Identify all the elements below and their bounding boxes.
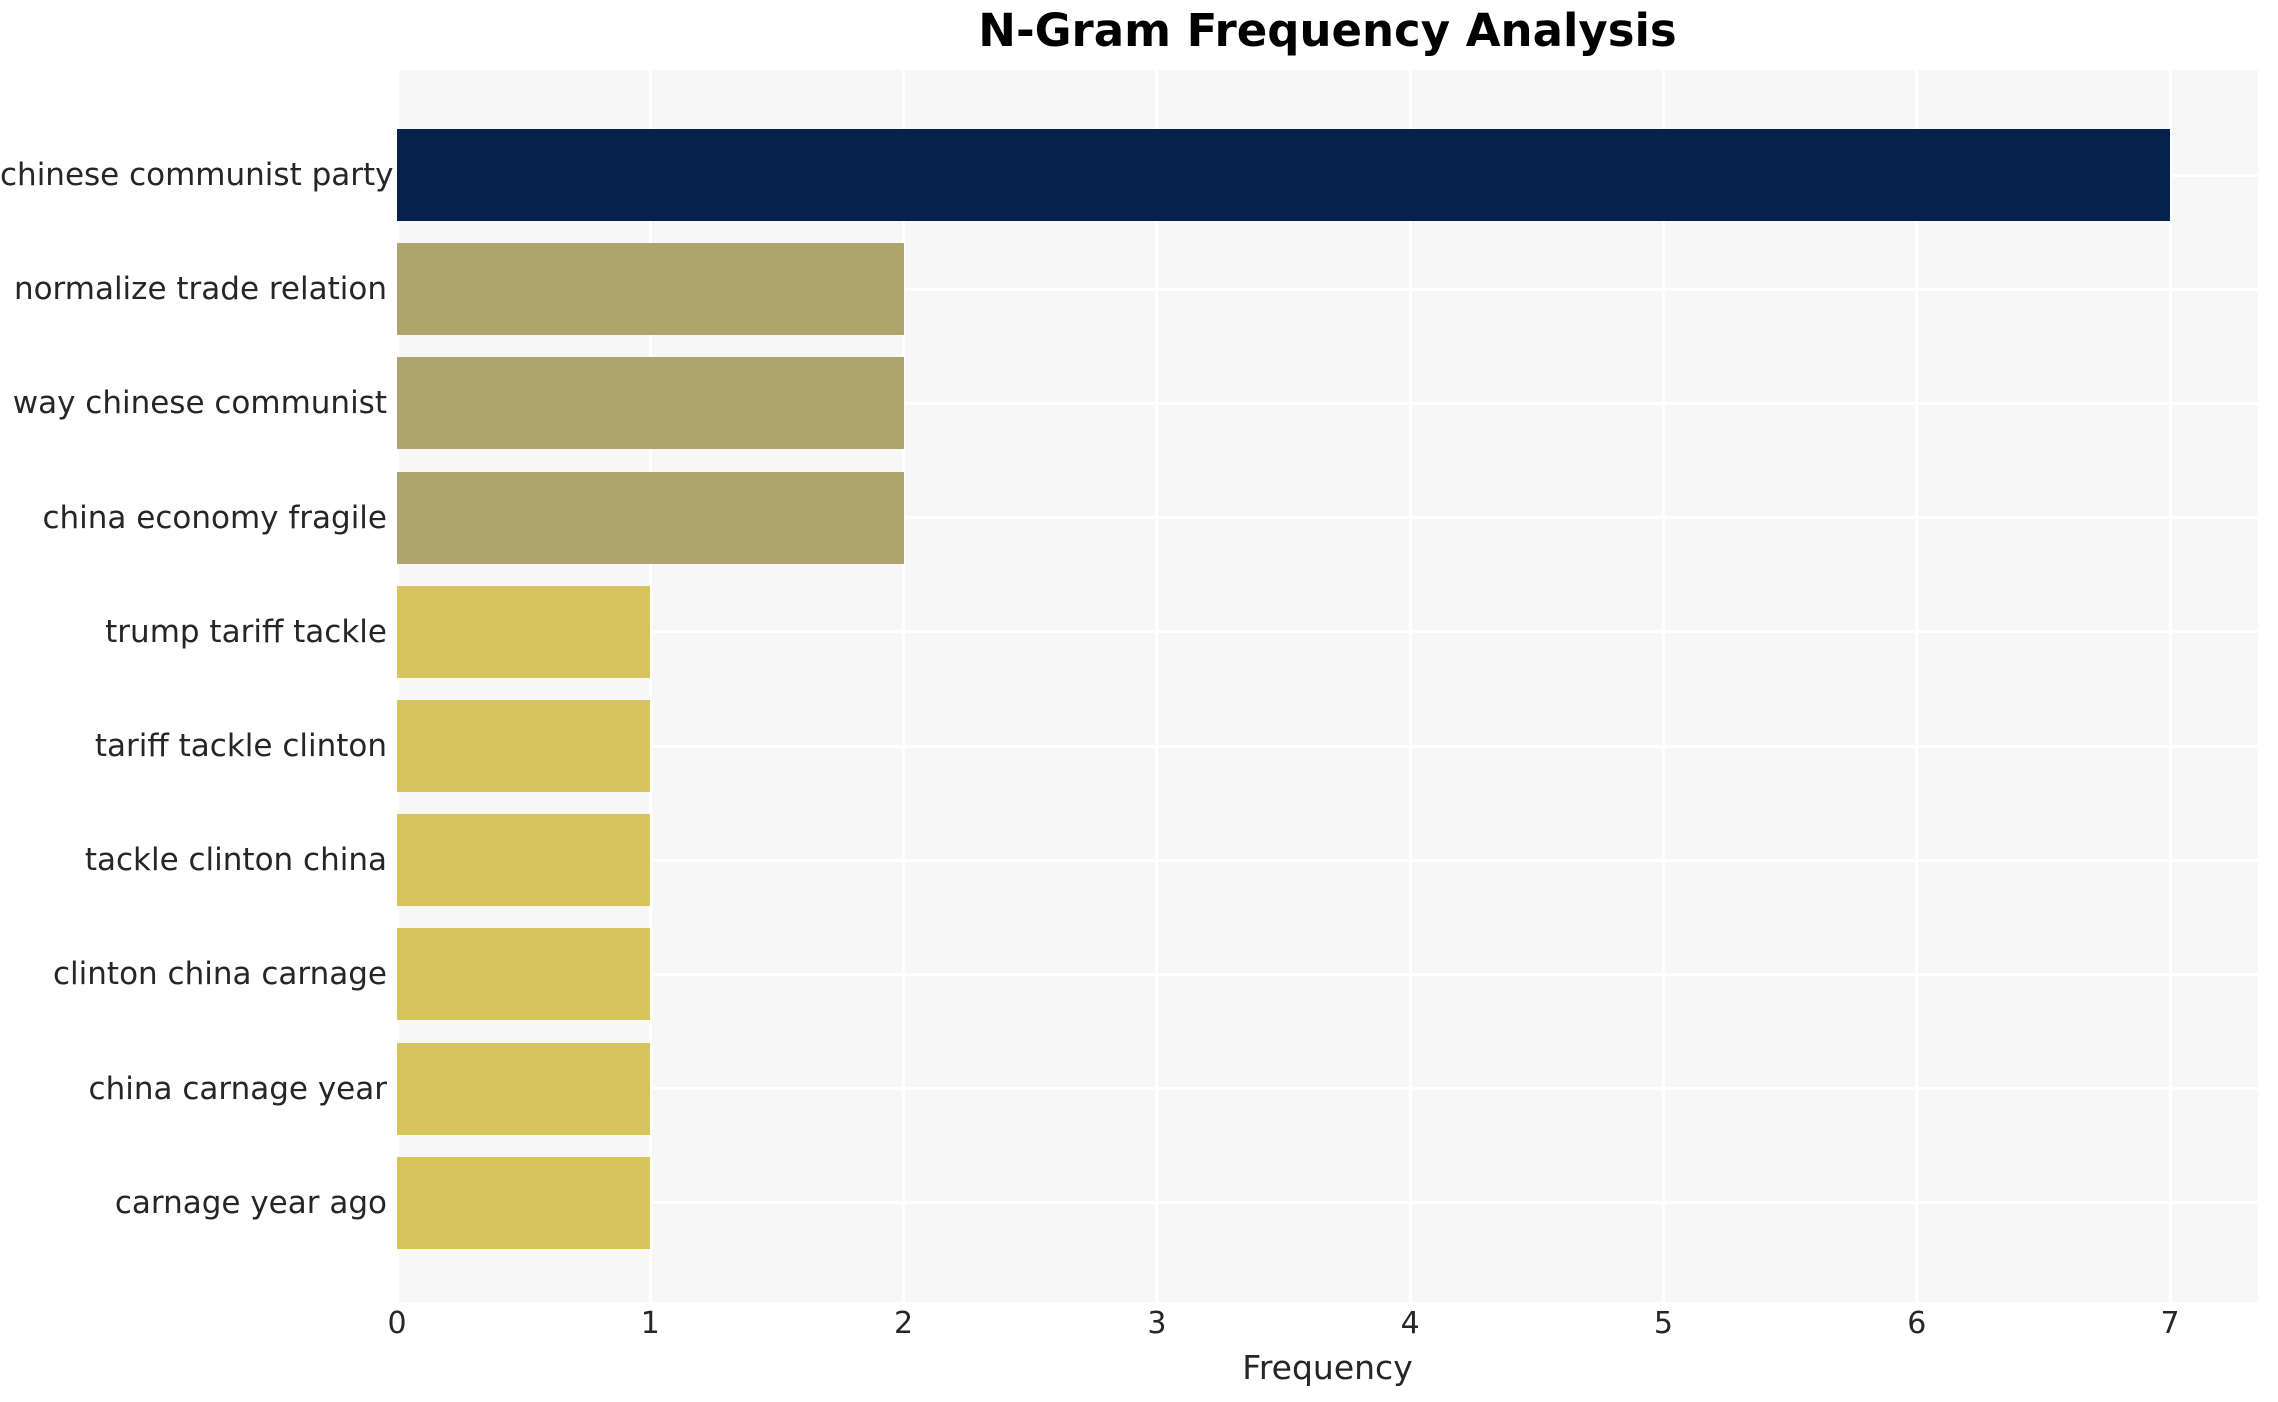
bar	[397, 700, 651, 792]
y-gridline	[397, 972, 2258, 976]
x-axis-title: Frequency	[1242, 1348, 1413, 1387]
x-gridline	[1915, 70, 1919, 1302]
x-gridline	[2168, 70, 2172, 1302]
bar	[397, 129, 2171, 221]
bar	[397, 471, 904, 564]
y-tick-label: china economy fragile	[42, 499, 387, 536]
bar	[397, 928, 651, 1021]
x-tick-label: 6	[1907, 1306, 1927, 1341]
y-gridline	[397, 858, 2258, 862]
y-gridline	[397, 1087, 2258, 1091]
x-tick-label: 5	[1653, 1306, 1673, 1341]
y-tick-label: tackle clinton china	[84, 842, 387, 879]
x-gridline	[1155, 70, 1159, 1302]
y-axis-labels: chinese communist party normalize trade r…	[0, 0, 394, 1402]
plot-area	[397, 70, 2258, 1302]
x-gridline	[1408, 70, 1412, 1302]
x-tick-label: 3	[1147, 1306, 1167, 1341]
x-tick-label: 2	[894, 1306, 914, 1341]
y-tick-label: chinese communist party	[0, 157, 394, 193]
bar	[397, 1156, 651, 1249]
bar	[397, 243, 904, 336]
x-tick-label: 4	[1400, 1306, 1420, 1341]
x-tick-label: 0	[387, 1306, 407, 1341]
y-gridline	[397, 630, 2258, 634]
y-tick-label: clinton china carnage	[53, 956, 387, 993]
chart-title: N-Gram Frequency Analysis	[978, 4, 1677, 57]
x-gridline	[397, 70, 399, 1302]
y-tick-label: tariff tackle clinton	[94, 728, 387, 764]
y-tick-label: carnage year ago	[114, 1184, 387, 1221]
x-gridline	[648, 70, 652, 1302]
y-gridline	[397, 516, 2258, 520]
bar	[397, 585, 651, 678]
y-gridline	[397, 744, 2258, 748]
x-gridline	[902, 70, 906, 1302]
y-tick-label: normalize trade relation	[13, 271, 387, 308]
bar	[397, 814, 651, 907]
x-gridline	[1661, 70, 1665, 1302]
bar	[397, 357, 904, 450]
x-tick-label: 7	[2160, 1306, 2180, 1341]
bar	[397, 1042, 651, 1135]
x-tick-label: 1	[640, 1306, 660, 1341]
y-gridline	[397, 287, 2258, 291]
y-tick-label: trump tariff tackle	[105, 613, 387, 650]
y-tick-label: china carnage year	[88, 1070, 387, 1107]
y-gridline	[397, 401, 2258, 405]
y-tick-label: way chinese communist	[12, 385, 387, 422]
y-gridline	[397, 1201, 2258, 1205]
